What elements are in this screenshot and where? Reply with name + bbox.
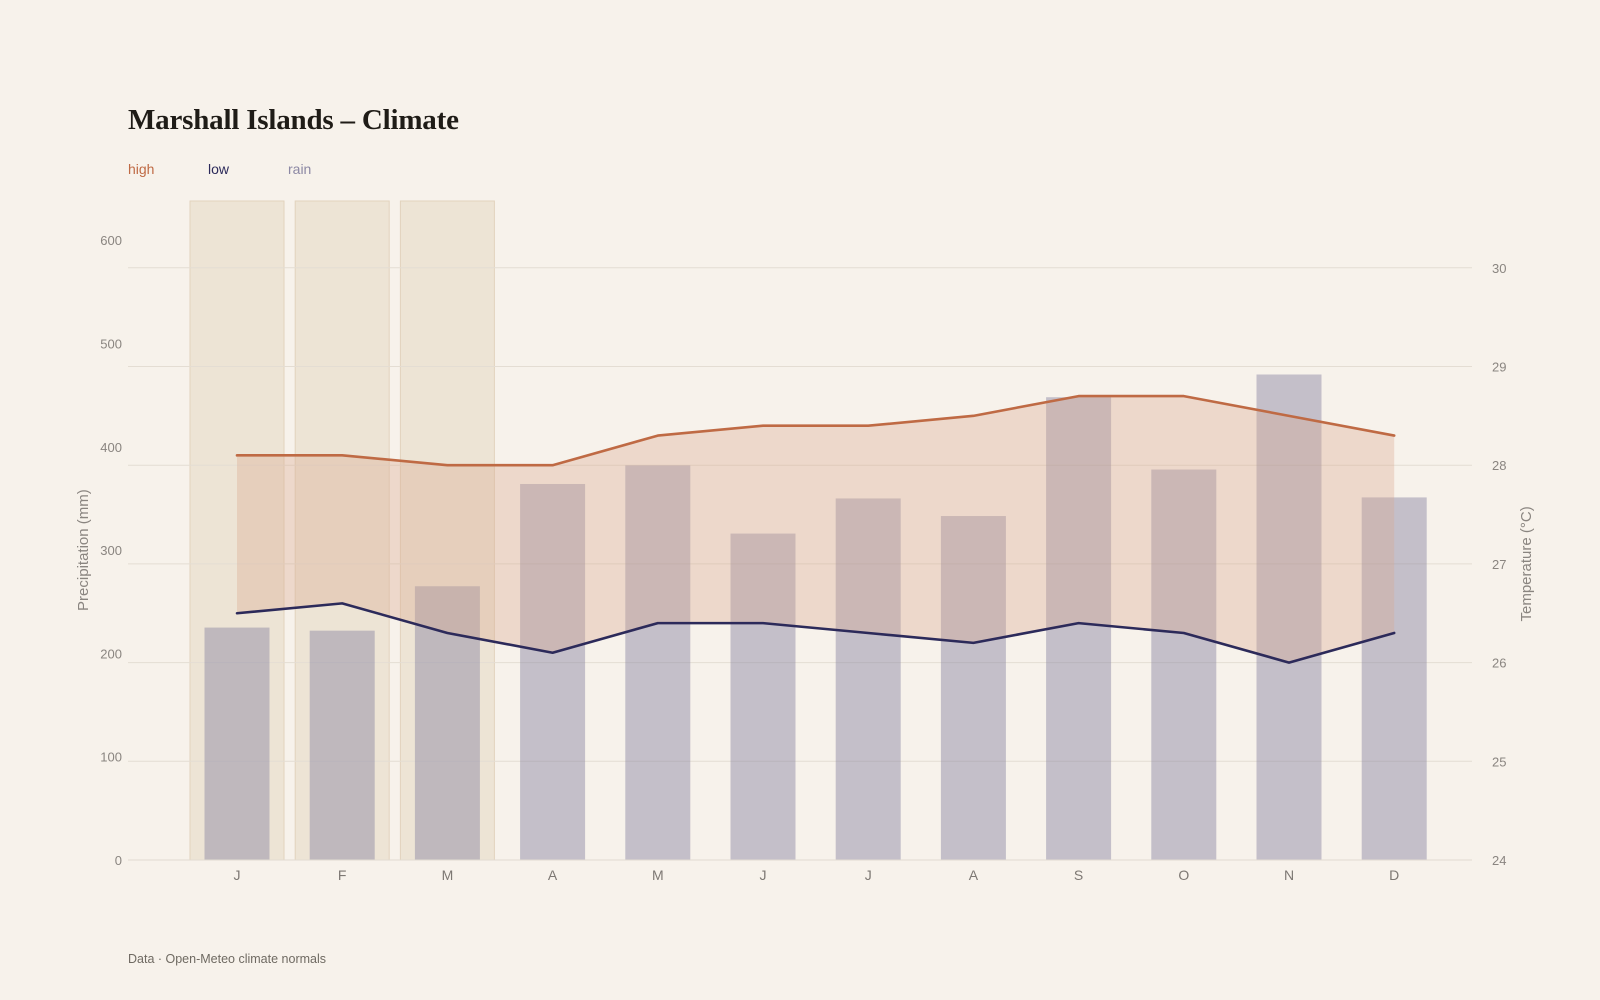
y-left-axis-title: Precipitation (mm)	[75, 489, 92, 611]
rain-bar	[1151, 469, 1217, 860]
x-tick-label: D	[1389, 867, 1399, 883]
y-right-tick-label: 30	[1492, 261, 1506, 276]
highlight-layer	[189, 200, 495, 861]
y-right-tick-label: 28	[1492, 458, 1506, 473]
rain-bar	[309, 630, 375, 860]
rain-bar	[1046, 397, 1112, 860]
x-tick-label: O	[1178, 867, 1189, 883]
rain-bar	[1361, 497, 1427, 860]
x-tick-label: M	[442, 867, 454, 883]
y-left-tick-label: 600	[100, 233, 122, 248]
temperature-band-layer	[237, 396, 1395, 663]
highlight-column	[399, 200, 495, 861]
x-tick-label: N	[1284, 867, 1294, 883]
rain-bar	[204, 627, 270, 860]
y-left-tick-label: 0	[115, 853, 122, 868]
y-right-tick-label: 26	[1492, 656, 1506, 671]
lines-layer	[235, 394, 1396, 664]
y-left-tick-label: 500	[100, 337, 122, 352]
y-right-tick-label: 25	[1492, 754, 1506, 769]
y-right-tick-label: 24	[1492, 853, 1506, 868]
temperature-band	[237, 396, 1395, 663]
legend-rain: rain	[288, 161, 312, 177]
x-tick-label: S	[1074, 867, 1083, 883]
legend: high low rain	[128, 161, 368, 177]
y-right-tick-label: 29	[1492, 360, 1506, 375]
high-line	[235, 394, 1396, 467]
source-note: Data · Open-Meteo climate normals	[128, 952, 326, 966]
y-right-tick-label: 27	[1492, 557, 1506, 572]
rain-bar	[1256, 374, 1322, 860]
legend-low: low	[208, 161, 230, 177]
axes-layer: 0 100 200 300 400 500 600 24 25 26 27 28 29 30 J F M A M J J…	[75, 233, 1535, 883]
y-left-tick-label: 100	[100, 750, 122, 765]
y-left-tick-label: 200	[100, 646, 122, 661]
x-tick-label: F	[338, 867, 347, 883]
y-left-tick-label: 400	[100, 440, 122, 455]
rain-bar	[835, 498, 901, 860]
highlight-column	[294, 200, 390, 861]
highlight-column	[189, 200, 285, 861]
x-tick-label: A	[969, 867, 979, 883]
rain-bar	[730, 533, 796, 860]
legend-high: high	[128, 161, 155, 177]
y-left-tick-label: 300	[100, 543, 122, 558]
rain-bar	[625, 465, 691, 860]
x-tick-label: J	[234, 867, 241, 883]
y-right-axis-title: Temperature (°C)	[1518, 506, 1535, 621]
x-tick-label: M	[652, 867, 664, 883]
bars-layer	[204, 374, 1427, 860]
rain-bar	[520, 483, 586, 860]
rain-bar	[940, 516, 1006, 860]
x-tick-label: J	[865, 867, 872, 883]
x-tick-label: A	[548, 867, 558, 883]
chart-title: Marshall Islands – Climate	[128, 104, 459, 136]
low-line	[235, 602, 1396, 664]
x-tick-label: J	[760, 867, 767, 883]
